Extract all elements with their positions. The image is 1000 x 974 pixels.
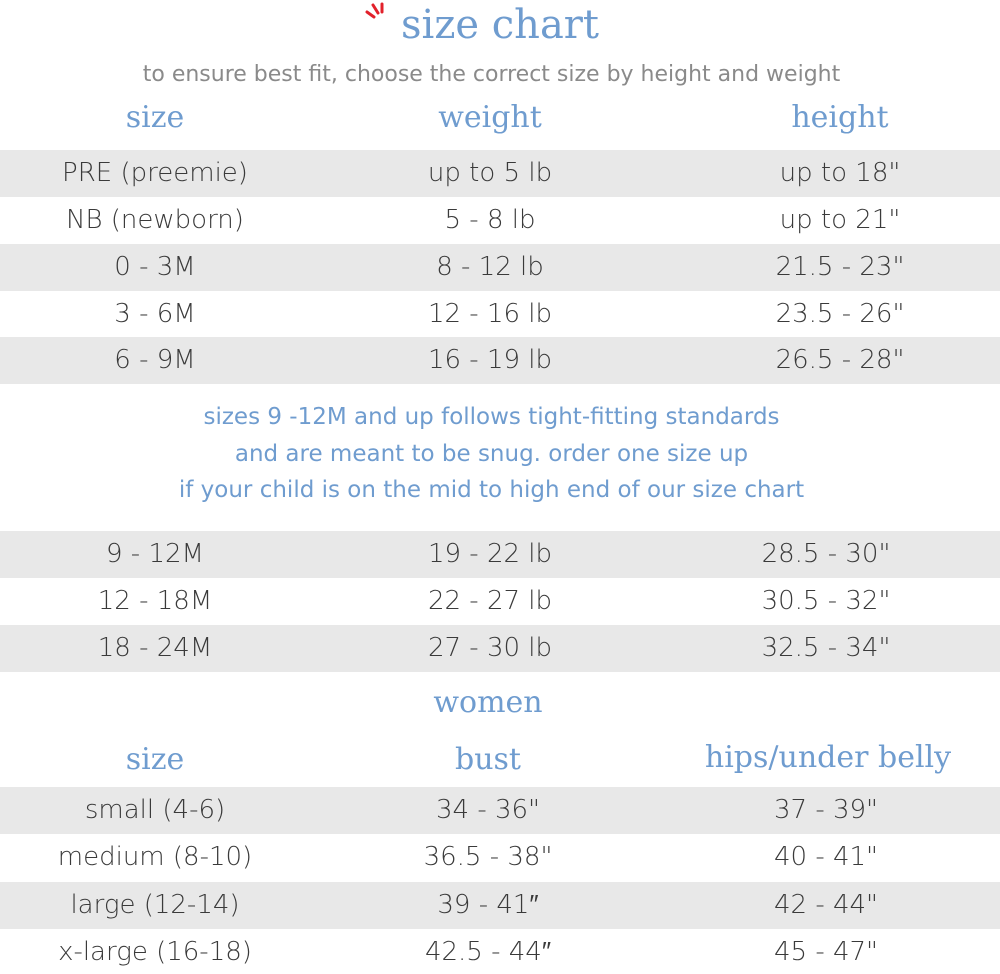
cell-hips: 40 - 41" [773,842,879,872]
page-title: size chart [401,2,599,48]
cell-bust: 36.5 - 38" [423,842,553,872]
table-row: large (12-14) 39 - 41″ 42 - 44" [0,882,1000,929]
cell-height: 32.5 - 34" [761,633,891,663]
table-row: 18 - 24M 27 - 30 lb 32.5 - 34" [0,625,1000,672]
cell-weight: 12 - 16 lb [427,299,553,329]
cell-size: NB (newborn) [66,205,244,235]
women-header-hips: hips/under belly [704,740,952,775]
cell-weight: 8 - 12 lb [436,252,544,282]
cell-weight: 27 - 30 lb [427,633,553,663]
women-title: women [433,685,543,720]
table-row: 3 - 6M 12 - 16 lb 23.5 - 26" [0,291,1000,338]
cell-bust: 42.5 - 44″ [424,937,552,967]
table-row: small (4-6) 34 - 36" 37 - 39" [0,787,1000,834]
cell-weight: 16 - 19 lb [427,345,553,375]
cell-weight: 5 - 8 lb [444,205,536,235]
note-line-2: and are meant to be snug. order one size… [234,441,749,467]
cell-size: 3 - 6M [114,299,196,329]
cell-height: 28.5 - 30" [761,539,891,569]
table-row: x-large (16-18) 42.5 - 44″ 45 - 47" [0,929,1000,974]
header-weight: weight [438,100,542,135]
cell-size: small (4-6) [84,795,226,825]
subtitle: to ensure best fit, choose the correct s… [142,62,841,87]
cell-height: 26.5 - 28" [775,345,905,375]
cell-size: PRE (preemie) [62,158,248,188]
cell-height: up to 21" [779,205,901,235]
table-row: 12 - 18M 22 - 27 lb 30.5 - 32" [0,578,1000,625]
table-row: medium (8-10) 36.5 - 38" 40 - 41" [0,834,1000,881]
cell-weight: 19 - 22 lb [427,539,553,569]
note-line-3: if your child is on the mid to high end … [178,477,805,503]
cell-height: 30.5 - 32" [761,586,891,616]
header-size: size [125,100,185,135]
cell-size: x-large (16-18) [58,937,252,967]
cell-weight: 22 - 27 lb [427,586,553,616]
cell-height: 21.5 - 23" [775,252,905,282]
women-header-bust: bust [455,742,521,777]
burst-logo-icon [365,2,384,19]
cell-weight: up to 5 lb [427,158,553,188]
cell-size: 9 - 12M [106,539,204,569]
cell-hips: 37 - 39" [773,795,879,825]
cell-height: 23.5 - 26" [775,299,905,329]
cell-bust: 39 - 41″ [437,890,539,920]
table-row: 0 - 3M 8 - 12 lb 21.5 - 23" [0,244,1000,291]
cell-size: medium (8-10) [57,842,253,872]
cell-height: up to 18" [779,158,901,188]
cell-bust: 34 - 36" [435,795,541,825]
table-row: 6 - 9M 16 - 19 lb 26.5 - 28" [0,337,1000,384]
table-row: 9 - 12M 19 - 22 lb 28.5 - 30" [0,531,1000,578]
table-row: PRE (preemie) up to 5 lb up to 18" [0,150,1000,197]
women-header-size: size [125,742,185,777]
cell-size: 6 - 9M [114,345,196,375]
cell-size: 18 - 24M [97,633,213,663]
cell-hips: 42 - 44" [773,890,879,920]
cell-size: large (12-14) [70,890,240,920]
cell-size: 0 - 3M [114,252,196,282]
header-height: height [791,100,889,135]
table-row: NB (newborn) 5 - 8 lb up to 21" [0,197,1000,244]
note-line-1: sizes 9 -12M and up follows tight-fittin… [203,404,780,430]
cell-hips: 45 - 47" [773,937,879,967]
cell-size: 12 - 18M [97,586,213,616]
